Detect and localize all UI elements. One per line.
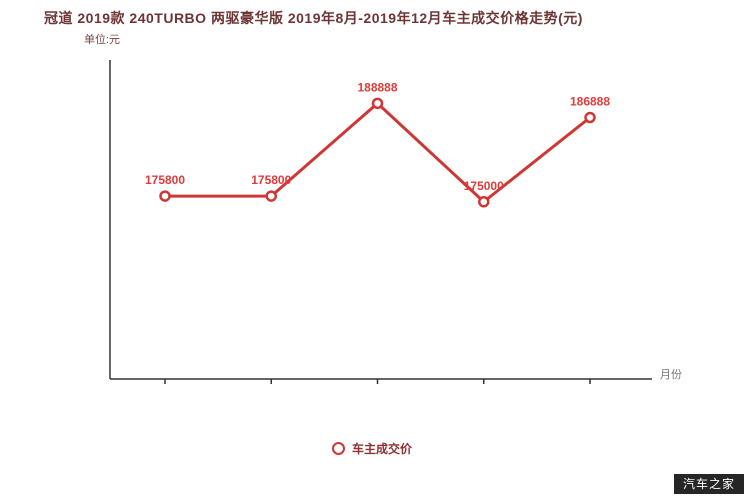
data-point	[265, 190, 277, 202]
data-point-label: 175800	[251, 173, 291, 187]
data-point-label: 188888	[357, 80, 397, 94]
plot-area: 175800 175800 188888 175000 186888	[100, 54, 660, 389]
x-axis-label: 月份	[660, 369, 682, 381]
data-point	[584, 111, 596, 124]
data-point	[478, 196, 490, 208]
legend-label: 车主成交价	[351, 442, 412, 456]
data-point-label: 175000	[464, 179, 504, 193]
chart-title: 冠道 2019款 240TURBO 两驱豪华版 2019年8月-2019年12月…	[44, 10, 583, 26]
y-axis-unit-label: 单位:元	[84, 34, 121, 46]
watermark-autohome: 汽车之家	[673, 474, 744, 494]
data-point	[371, 97, 384, 110]
legend-marker-icon	[331, 442, 345, 455]
price-line-chart: 175800 175800 188888 175000 186888	[109, 60, 652, 384]
data-point-label: 175800	[145, 173, 185, 187]
price-line	[165, 101, 591, 204]
data-point-label: 186888	[570, 95, 610, 109]
legend: 车主成交价	[0, 440, 744, 457]
data-point	[159, 190, 171, 202]
